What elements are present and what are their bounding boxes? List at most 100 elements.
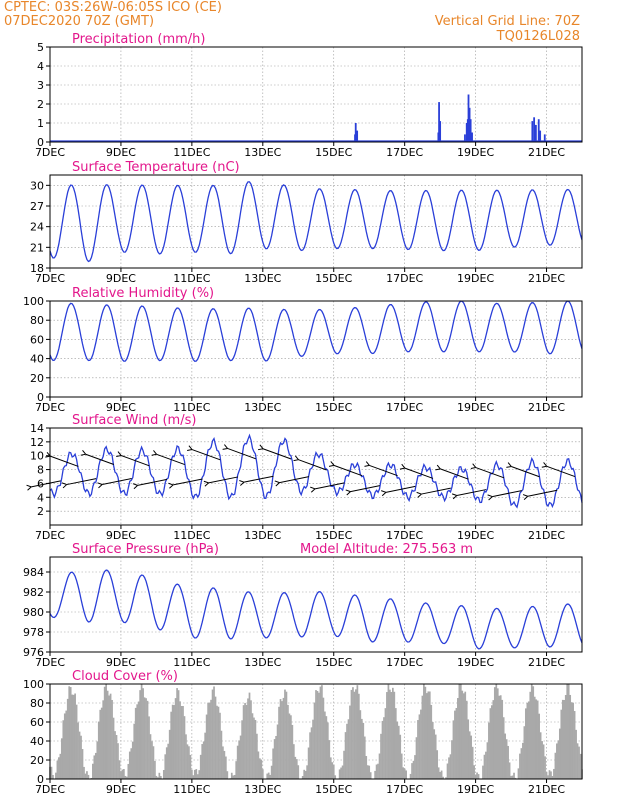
cloud-bar <box>411 763 413 779</box>
cloud-bar <box>470 736 472 779</box>
precip-bar <box>533 117 535 142</box>
y-tick-label: 980 <box>23 606 44 619</box>
cloud-bar <box>145 698 147 779</box>
cloud-bar <box>454 711 456 779</box>
cloud-bar <box>568 684 570 779</box>
cloud-bar <box>383 717 385 779</box>
cloud-bar <box>215 697 217 779</box>
cloud-bar <box>176 688 178 779</box>
x-tick-label: 13DEC <box>244 401 281 414</box>
cloud-bar <box>575 730 577 779</box>
cloud-bar <box>488 723 490 779</box>
x-tick-label: 13DEC <box>244 783 281 796</box>
x-tick-label: 17DEC <box>386 656 423 669</box>
y-tick-label: 6 <box>37 477 44 490</box>
cloud-bar <box>224 751 226 779</box>
cloud-bar <box>464 692 466 779</box>
cloud-bar <box>380 734 382 779</box>
cloud-bar <box>79 732 81 779</box>
cloud-bar <box>226 771 228 779</box>
cloud-bar <box>494 687 496 779</box>
wind-arrowhead <box>381 491 386 496</box>
cloud-bar <box>382 721 384 779</box>
y-tick-label: 60 <box>30 716 44 729</box>
cloud-bar <box>532 686 534 779</box>
cloud-bar <box>283 698 285 779</box>
cloud-bar <box>132 742 134 779</box>
wind-arrowhead <box>452 494 457 499</box>
cloud-bar <box>311 727 313 779</box>
cloud-bar <box>222 746 224 779</box>
panel-title: Cloud Cover (%) <box>72 669 178 684</box>
cloud-bar <box>76 705 78 779</box>
cloud-bar <box>524 726 526 779</box>
cloud-bar <box>361 719 363 779</box>
panel-frame <box>50 175 582 268</box>
cloud-bar <box>246 705 248 779</box>
cloud-bar <box>116 735 118 779</box>
cloud-bar <box>555 753 557 779</box>
cloud-bar <box>574 711 576 779</box>
cloud-bar <box>482 766 484 779</box>
x-tick-label: 21DEC <box>528 401 565 414</box>
cloud-bar <box>323 698 325 779</box>
cloud-bar <box>389 690 391 779</box>
header-model: TQ0126L028 <box>496 29 580 44</box>
precip-bar <box>464 134 466 142</box>
cloud-bar <box>181 706 183 779</box>
cloud-bar <box>513 773 515 779</box>
panel-frame <box>50 557 582 652</box>
cloud-bar <box>163 770 165 779</box>
x-tick-label: 19DEC <box>457 272 494 285</box>
cloud-bar <box>537 701 539 779</box>
y-tick-label: 40 <box>30 735 44 748</box>
y-tick-label: 3 <box>37 79 44 92</box>
cloud-bar <box>178 690 180 779</box>
cloud-bar <box>86 771 88 779</box>
wind-arrow <box>492 491 521 497</box>
cloud-bar <box>71 695 73 779</box>
cloud-bar <box>476 772 478 779</box>
cloud-bar <box>432 722 434 779</box>
temp-line <box>50 182 582 262</box>
cloud-bar <box>159 773 161 779</box>
cloud-bar <box>255 720 257 779</box>
cloud-bar <box>364 737 366 779</box>
y-tick-label: 60 <box>30 333 44 346</box>
cloud-bar <box>74 693 76 779</box>
wind-arrowhead <box>400 464 405 469</box>
cloud-bar <box>67 699 69 779</box>
cloud-bar <box>99 710 101 779</box>
y-tick-label: 80 <box>30 314 44 327</box>
cloud-bar <box>379 754 381 779</box>
cloud-bar <box>209 703 211 779</box>
x-tick-label: 17DEC <box>386 401 423 414</box>
cloud-bar <box>294 757 296 779</box>
cloud-bar <box>144 697 146 779</box>
cloud-bar <box>509 762 511 779</box>
wind-arrowhead <box>27 485 32 490</box>
x-tick-label: 9DEC <box>106 272 136 285</box>
cloud-bar <box>150 734 152 779</box>
cloud-bar <box>327 722 329 779</box>
cloud-bar <box>571 702 573 779</box>
wind-arrowhead <box>294 456 299 461</box>
y-tick-label: 982 <box>23 586 44 599</box>
cloud-bar <box>231 773 233 779</box>
x-tick-label: 11DEC <box>173 656 210 669</box>
cloud-bar <box>456 708 458 779</box>
x-tick-label: 9DEC <box>106 783 136 796</box>
cloud-bar <box>136 704 138 779</box>
cloud-bar <box>321 685 323 779</box>
cloud-bar <box>92 764 94 779</box>
cloud-bar <box>58 757 60 779</box>
cloud-bar <box>175 698 177 779</box>
cloud-bar <box>113 718 115 779</box>
wind-arrowhead <box>223 445 228 450</box>
x-tick-label: 7DEC <box>35 146 65 159</box>
cloud-bar <box>395 708 397 779</box>
x-tick-label: 7DEC <box>35 401 65 414</box>
cloud-bar <box>472 747 474 779</box>
